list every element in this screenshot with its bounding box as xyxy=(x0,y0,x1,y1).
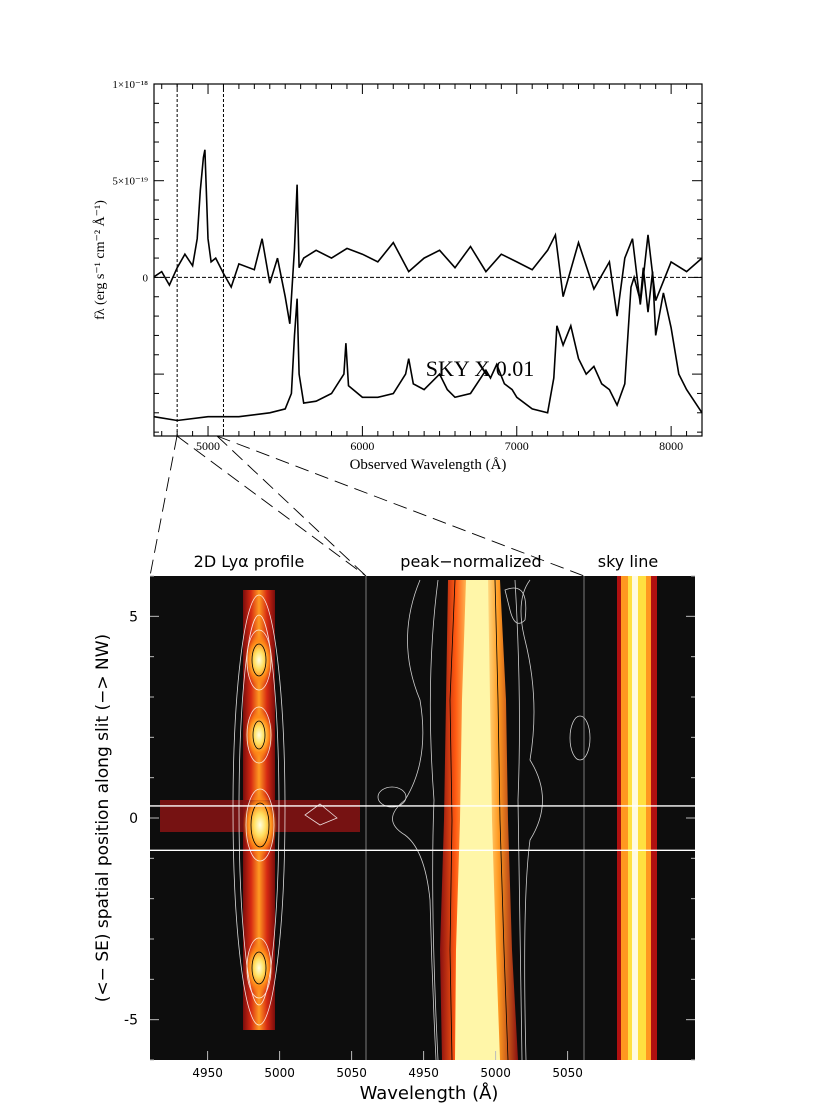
zoom-connectors xyxy=(149,435,585,577)
image-x-tick-labels: 4950 5000 5050 4950 5000 5050 xyxy=(192,1066,583,1080)
peak-normalized-inner-contours xyxy=(449,579,509,1061)
spectrum-x-axis-label: Observed Wavelength (Å) xyxy=(350,457,507,473)
peak-normalized-core xyxy=(455,580,500,1060)
peak-normalized-panel xyxy=(377,579,591,1061)
vertical-markers xyxy=(176,84,224,436)
sky-line-panel xyxy=(617,576,657,1060)
connector-left xyxy=(149,435,178,577)
spectrum-ticks xyxy=(154,83,703,436)
lya-knot-2 xyxy=(245,710,273,760)
panel-title-sky-line: sky line xyxy=(598,552,658,571)
connector-middle-a xyxy=(216,435,367,577)
image-x-tick-label-0-0: 4950 xyxy=(192,1066,223,1080)
object-spectrum-line xyxy=(153,149,703,324)
lya-inner-contours xyxy=(250,643,270,985)
spectrum-y-axis-label: fλ (erg s⁻¹ cm⁻² Å⁻¹) xyxy=(92,200,108,320)
image-y-tick-label-2: 5 xyxy=(129,609,138,625)
spectrum-x-tick-label-2: 7000 xyxy=(505,439,529,453)
image-x-tick-label-0-2: 5050 xyxy=(336,1066,367,1080)
spectrum-x-tick-label-1: 6000 xyxy=(350,439,374,453)
spectrum-panel: 1×10⁻¹⁸ 5×10⁻¹⁹ 0 5000 6000 7000 8000 SKY X 0… xyxy=(92,79,703,473)
image-y-tick-label-1: 0 xyxy=(129,811,138,827)
spectrum-y-tick-label-0: 1×10⁻¹⁸ xyxy=(112,79,148,91)
image-x-tick-label-1-0: 4950 xyxy=(408,1066,439,1080)
sky-annotation: SKY X 0.01 xyxy=(426,356,535,381)
spectrum-y-tick-label-1: 5×10⁻¹⁹ xyxy=(112,176,148,188)
spectrum-frame xyxy=(153,83,703,437)
spectrum-x-tick-label-0: 5000 xyxy=(196,439,220,453)
image-panels: -5 0 5 4950 5000 5050 4950 5000 5050 2D Lyα pro… xyxy=(93,552,695,1104)
spectrum-y-tick-labels: 1×10⁻¹⁸ 5×10⁻¹⁹ 0 xyxy=(112,79,148,284)
lya-contours xyxy=(232,594,338,1026)
spectrum-y-tick-label-2: 0 xyxy=(143,272,149,284)
image-x-tick-label-1-2: 5050 xyxy=(552,1066,583,1080)
lya-knot-3 xyxy=(243,793,277,857)
image-x-tick-label-0-1: 5000 xyxy=(264,1066,295,1080)
connector-middle-b xyxy=(176,435,367,577)
lya-knot-4 xyxy=(245,942,273,994)
image-y-tick-labels: -5 0 5 xyxy=(124,609,138,1028)
panel-title-peak-normalized: peak−normalized xyxy=(400,552,541,571)
sky-line-peak xyxy=(632,576,638,1060)
lya-knot-1 xyxy=(245,634,273,686)
connector-right xyxy=(216,435,585,577)
spectrum-x-tick-label-3: 8000 xyxy=(659,439,683,453)
image-y-tick-label-0: -5 xyxy=(124,1013,138,1029)
image-y-axis-label: (<− SE) spatial position along slit (−> … xyxy=(93,634,113,1002)
image-panel-ticks xyxy=(150,575,695,1061)
peak-normalized-contours xyxy=(377,579,591,1061)
image-x-tick-label-1-1: 5000 xyxy=(480,1066,511,1080)
sky-spectrum-line xyxy=(153,267,703,422)
image-x-axis-label: Wavelength (Å) xyxy=(360,1082,499,1104)
panel-title-lya-profile: 2D Lyα profile xyxy=(194,552,305,571)
spectrum-x-tick-labels: 5000 6000 7000 8000 xyxy=(196,439,683,453)
